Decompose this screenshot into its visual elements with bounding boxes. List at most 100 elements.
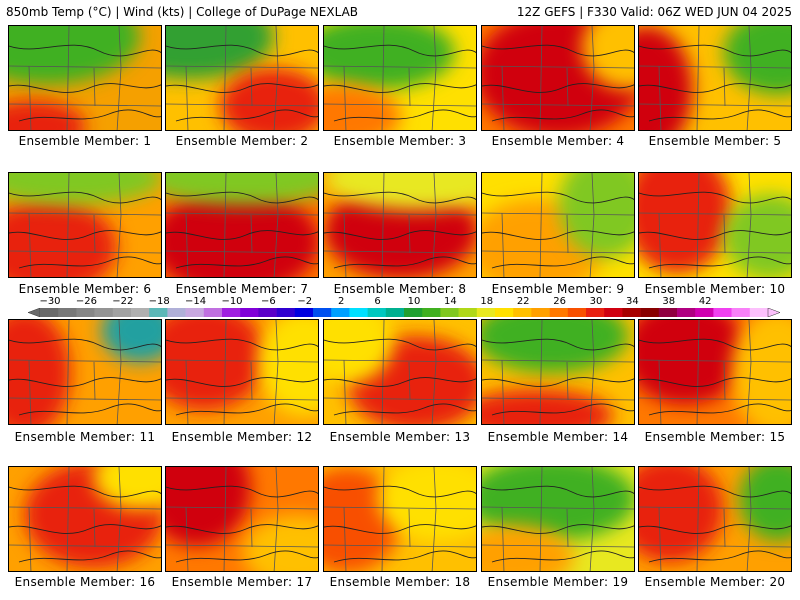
temperature-contour bbox=[491, 256, 634, 269]
field-region bbox=[324, 26, 455, 90]
state-boundary bbox=[166, 544, 318, 548]
temperature-field bbox=[324, 26, 476, 130]
state-boundary bbox=[9, 65, 161, 69]
temperature-contour bbox=[166, 44, 318, 57]
colorbar-swatch bbox=[476, 308, 496, 317]
state-boundary bbox=[639, 103, 791, 107]
colorbar-min-arrow bbox=[28, 308, 41, 317]
state-boundary bbox=[343, 65, 347, 130]
state-boundary bbox=[9, 544, 161, 548]
temperature-contour bbox=[18, 109, 161, 122]
ensemble-member-label: Ensemble Member: 20 bbox=[644, 575, 786, 589]
temperature-field bbox=[166, 320, 318, 424]
temperature-contour bbox=[175, 109, 318, 122]
state-boundary bbox=[28, 359, 32, 424]
state-boundary bbox=[408, 361, 411, 401]
temperature-contour bbox=[639, 230, 791, 240]
temperature-contour bbox=[333, 550, 476, 563]
state-boundary bbox=[639, 506, 791, 510]
colorbar-tick-label: 42 bbox=[698, 296, 712, 307]
temperature-field bbox=[482, 26, 634, 130]
state-boundary bbox=[166, 103, 318, 107]
temperature-field bbox=[639, 26, 791, 130]
colorbar-swatch bbox=[695, 308, 714, 317]
ensemble-member-label: Ensemble Member: 12 bbox=[171, 430, 313, 444]
ensemble-map-20 bbox=[638, 466, 792, 572]
temperature-contour bbox=[166, 230, 318, 240]
colorbar-swatch bbox=[385, 308, 405, 317]
temperature-contour bbox=[324, 44, 476, 57]
colorbar-swatch bbox=[367, 308, 387, 317]
state-boundary bbox=[408, 214, 411, 254]
temperature-contour bbox=[9, 83, 161, 93]
state-boundary bbox=[324, 544, 476, 548]
field-region bbox=[324, 320, 394, 384]
field-region bbox=[9, 100, 86, 130]
temperature-contour bbox=[324, 338, 476, 351]
temperature-contour bbox=[639, 524, 791, 534]
ensemble-member-label: Ensemble Member: 13 bbox=[329, 430, 471, 444]
colorbar-tick-label: 26 bbox=[553, 296, 566, 307]
field-region bbox=[166, 188, 318, 277]
state-boundary bbox=[639, 397, 791, 401]
state-boundary bbox=[343, 506, 347, 571]
state-boundary bbox=[166, 359, 318, 363]
state-boundary bbox=[250, 67, 253, 107]
colorbar-swatch bbox=[112, 308, 132, 317]
state-boundary bbox=[696, 173, 700, 277]
state-boundary bbox=[166, 506, 318, 510]
colorbar-tick-label: −6 bbox=[261, 296, 276, 307]
state-boundary bbox=[723, 214, 726, 254]
state-boundary bbox=[658, 65, 662, 130]
state-boundary bbox=[658, 506, 662, 571]
field-region bbox=[9, 320, 71, 424]
temperature-contour bbox=[9, 338, 161, 351]
colorbar-swatch bbox=[331, 308, 350, 317]
colorbar-tick-label: 14 bbox=[444, 296, 457, 307]
state-boundary bbox=[9, 103, 161, 107]
field-region bbox=[93, 467, 161, 510]
temperature-contour bbox=[648, 109, 791, 122]
state-boundary bbox=[566, 508, 569, 548]
field-region bbox=[559, 173, 634, 258]
ensemble-member-label: Ensemble Member: 18 bbox=[329, 575, 471, 589]
field-region bbox=[739, 467, 791, 542]
ensemble-map-16 bbox=[8, 466, 162, 572]
state-boundary bbox=[9, 212, 161, 216]
temperature-contour bbox=[648, 403, 791, 416]
field-region bbox=[723, 26, 791, 95]
field-region bbox=[482, 320, 629, 373]
state-boundary bbox=[639, 250, 791, 254]
field-region bbox=[639, 173, 732, 274]
temperature-contour bbox=[333, 109, 476, 122]
field-region bbox=[731, 320, 791, 424]
state-boundary bbox=[482, 103, 634, 107]
field-region bbox=[219, 68, 318, 130]
colorbar-swatch bbox=[586, 308, 605, 317]
state-boundary bbox=[93, 214, 96, 254]
state-boundary bbox=[250, 361, 253, 401]
state-boundary bbox=[9, 250, 161, 254]
field-region bbox=[166, 173, 318, 205]
state-boundary bbox=[166, 65, 318, 69]
temperature-contour bbox=[648, 550, 791, 563]
temperature-contour bbox=[175, 256, 318, 269]
temperature-contour bbox=[166, 83, 318, 93]
ensemble-member-label: Ensemble Member: 17 bbox=[171, 575, 313, 589]
temperature-contour bbox=[18, 256, 161, 269]
state-boundary bbox=[324, 212, 476, 216]
colorbar-swatch bbox=[622, 308, 641, 317]
state-boundary bbox=[539, 467, 543, 571]
temperature-contour bbox=[9, 191, 161, 204]
temperature-contour bbox=[491, 550, 634, 563]
state-boundary bbox=[324, 65, 476, 69]
temperature-contour bbox=[18, 550, 161, 563]
state-boundary bbox=[343, 359, 347, 424]
ensemble-map-8 bbox=[323, 172, 477, 278]
temperature-contour bbox=[18, 403, 161, 416]
ensemble-member-label: Ensemble Member: 14 bbox=[487, 430, 629, 444]
field-region bbox=[9, 26, 140, 85]
colorbar-swatch bbox=[222, 308, 241, 317]
temperature-contour bbox=[324, 230, 476, 240]
colorbar-tick-label: 30 bbox=[589, 296, 603, 307]
